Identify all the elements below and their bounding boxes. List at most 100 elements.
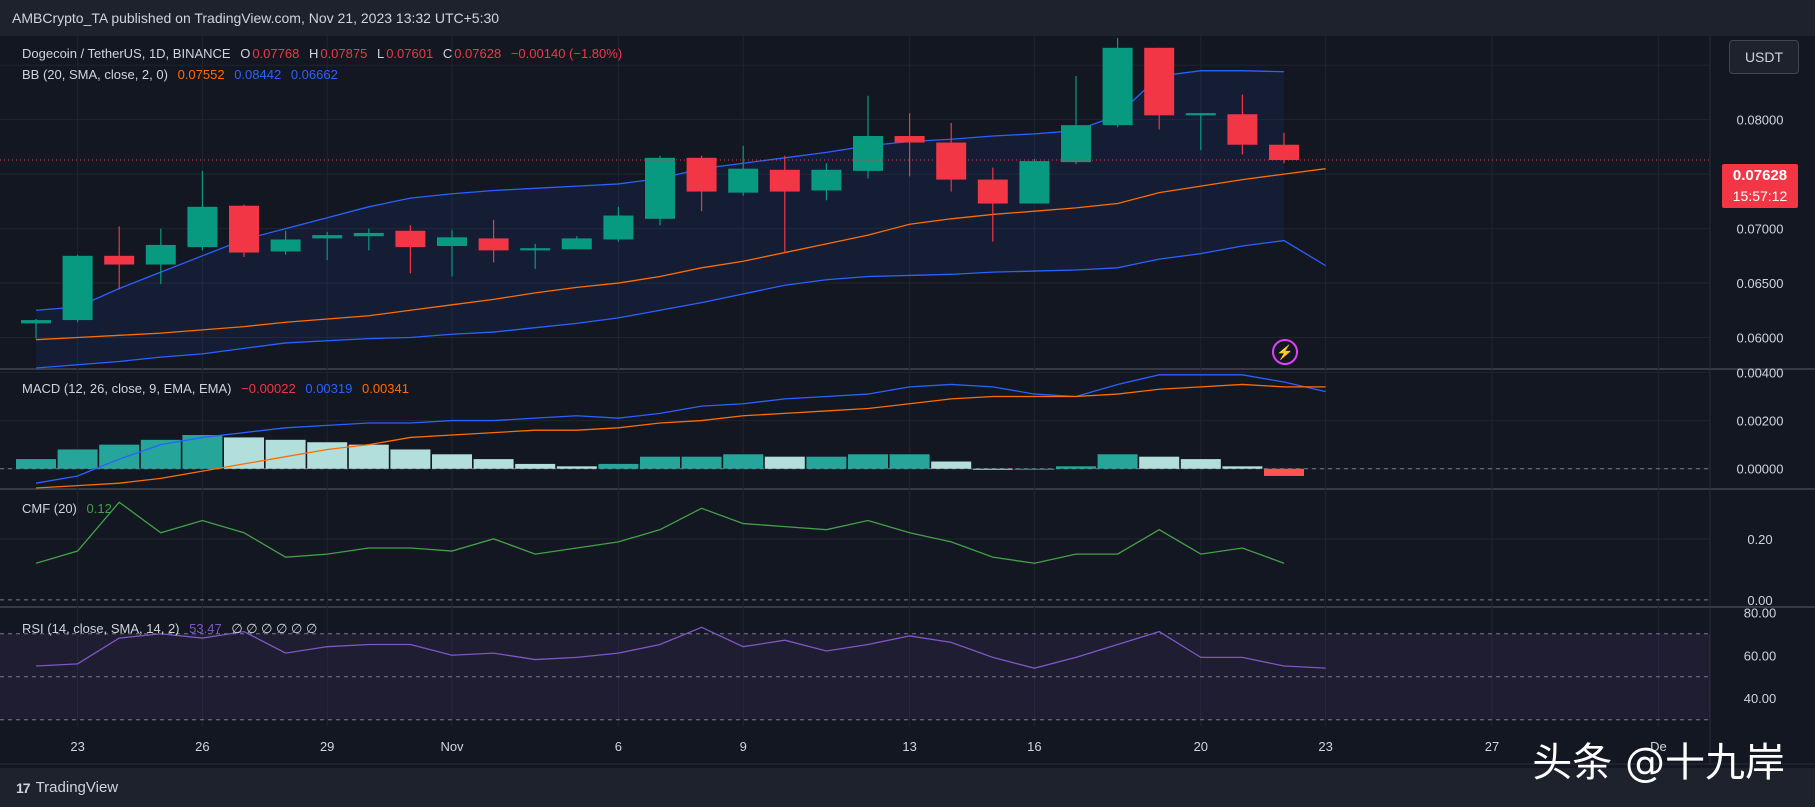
price-tick-label: 0.06000	[1737, 331, 1784, 346]
macd-histogram-bar	[1139, 456, 1180, 469]
macd-histogram-bar	[598, 463, 639, 469]
candle-body	[728, 168, 759, 193]
symbol-title: Dogecoin / TetherUS, 1D, BINANCE	[22, 46, 231, 61]
candle-body	[1185, 113, 1216, 116]
candle-body	[1144, 47, 1175, 116]
currency-button[interactable]: USDT	[1729, 40, 1799, 74]
signal-line	[35, 383, 1326, 489]
x-tick-label: 27	[1485, 739, 1499, 754]
bb-lower-value: 0.06662	[290, 67, 338, 82]
macd-histogram-bar	[848, 454, 888, 469]
bb-label: BB (20, SMA, close, 2, 0)	[22, 67, 168, 82]
candle-body	[561, 238, 592, 250]
x-tick-label: Nov	[440, 739, 464, 754]
cmf-line	[35, 501, 1285, 564]
candle-body	[811, 169, 842, 191]
cmf-legend: CMF (20) 0.12	[22, 501, 118, 516]
high-label: H	[308, 46, 319, 61]
candle-body	[936, 142, 967, 180]
open-value: 0.07768	[252, 46, 300, 61]
macd-line	[35, 374, 1326, 484]
candle-body	[353, 232, 384, 237]
x-tick-label: 9	[740, 739, 747, 754]
open-label: O	[240, 46, 251, 61]
rsi-label: RSI (14, close, SMA, 14, 2)	[22, 621, 180, 636]
price-tick-label: 0.07000	[1737, 222, 1784, 237]
macd-histogram-bar	[889, 454, 930, 469]
macd-signal-value: 0.00341	[361, 381, 409, 396]
macd-histogram-bar	[473, 459, 514, 469]
candle-body	[395, 230, 426, 248]
x-tick-label: 13	[902, 739, 916, 754]
macd-label: MACD (12, 26, close, 9, EMA, EMA)	[22, 381, 232, 396]
bb-lower-line	[35, 239, 1326, 369]
x-tick-label: 26	[195, 739, 209, 754]
rsi-value: 53.47	[189, 621, 222, 636]
macd-histogram-bar	[348, 444, 389, 469]
bb-legend: BB (20, SMA, close, 2, 0) 0.07552 0.0844…	[22, 67, 344, 82]
publish-info: AMBCrypto_TA published on TradingView.co…	[12, 10, 500, 26]
candle-body	[853, 136, 883, 171]
candle-body	[104, 255, 135, 265]
macd-histogram-bar	[640, 456, 680, 469]
lightning-icon[interactable]: ⚡	[1272, 339, 1298, 365]
close-value: 0.07628	[454, 46, 502, 61]
candle-body	[145, 244, 176, 265]
rsi-legend: RSI (14, close, SMA, 14, 2) 53.47 ∅ ∅ ∅ …	[22, 621, 323, 637]
macd-histogram-bar	[307, 442, 348, 469]
bb-basis-value: 0.07552	[177, 67, 225, 82]
candle-body	[977, 179, 1008, 204]
macd-histogram-bar	[57, 449, 98, 469]
macd-legend: MACD (12, 26, close, 9, EMA, EMA) −0.000…	[22, 381, 415, 396]
macd-tick-label: 0.00200	[1737, 414, 1784, 429]
rsi-line	[35, 626, 1326, 669]
tradingview-brand[interactable]: 17 TradingView	[16, 779, 118, 796]
x-tick-label: De	[1650, 739, 1667, 754]
x-tick-label: 6	[615, 739, 622, 754]
macd-histogram-bar	[1056, 466, 1096, 469]
macd-histogram-bar	[1014, 468, 1055, 470]
candle-body	[1019, 161, 1050, 204]
watermark-text: 头条 @十九岸	[1532, 740, 1785, 786]
x-tick-label: 29	[320, 739, 334, 754]
bb-upper-value: 0.08442	[234, 67, 282, 82]
low-label: L	[376, 46, 385, 61]
tradingview-logo-icon: 17	[16, 779, 31, 796]
x-tick-label: 16	[1027, 739, 1041, 754]
rsi-tick-label: 80.00	[1744, 605, 1777, 620]
macd-histogram-bar	[16, 459, 56, 469]
bar-countdown: 15:57:12	[1732, 188, 1788, 204]
candle-body	[769, 169, 800, 192]
x-tick-label: 23	[70, 739, 84, 754]
rsi-extra: ∅ ∅ ∅ ∅ ∅ ∅	[231, 621, 318, 636]
macd-histogram-bar	[764, 456, 805, 469]
footer-bar: 17 TradingView	[0, 768, 1815, 807]
macd-histogram-bar	[1264, 468, 1304, 476]
change-value: −0.00140 (−1.80%)	[510, 46, 623, 61]
brand-name: TradingView	[35, 779, 119, 796]
last-price: 0.07628	[1732, 167, 1788, 184]
price-tick-label: 0.06500	[1737, 276, 1784, 291]
cmf-value: 0.12	[86, 501, 112, 516]
macd-histogram-bar	[515, 463, 556, 469]
rsi-tick-label: 60.00	[1744, 648, 1777, 663]
last-price-tag: 0.07628 15:57:12	[1722, 164, 1798, 208]
macd-histogram-bar	[182, 435, 223, 469]
macd-histogram-bar	[556, 466, 597, 469]
macd-histogram-bar	[931, 461, 972, 469]
price-axis-strip	[1710, 36, 1815, 768]
cmf-label: CMF (20)	[22, 501, 77, 516]
macd-histogram-bar	[972, 468, 1013, 470]
macd-histogram-bar	[806, 456, 847, 469]
candle-body	[437, 237, 467, 247]
macd-histogram-bar	[723, 454, 764, 469]
macd-hist-value: −0.00022	[241, 381, 296, 396]
x-tick-label: 20	[1194, 739, 1208, 754]
candle-body	[1061, 125, 1091, 163]
macd-histogram-bar	[1097, 454, 1138, 469]
macd-histogram-bar	[390, 449, 431, 469]
candle-body	[21, 320, 51, 324]
publish-bar: AMBCrypto_TA published on TradingView.co…	[0, 0, 1815, 36]
candle-body	[645, 157, 675, 219]
